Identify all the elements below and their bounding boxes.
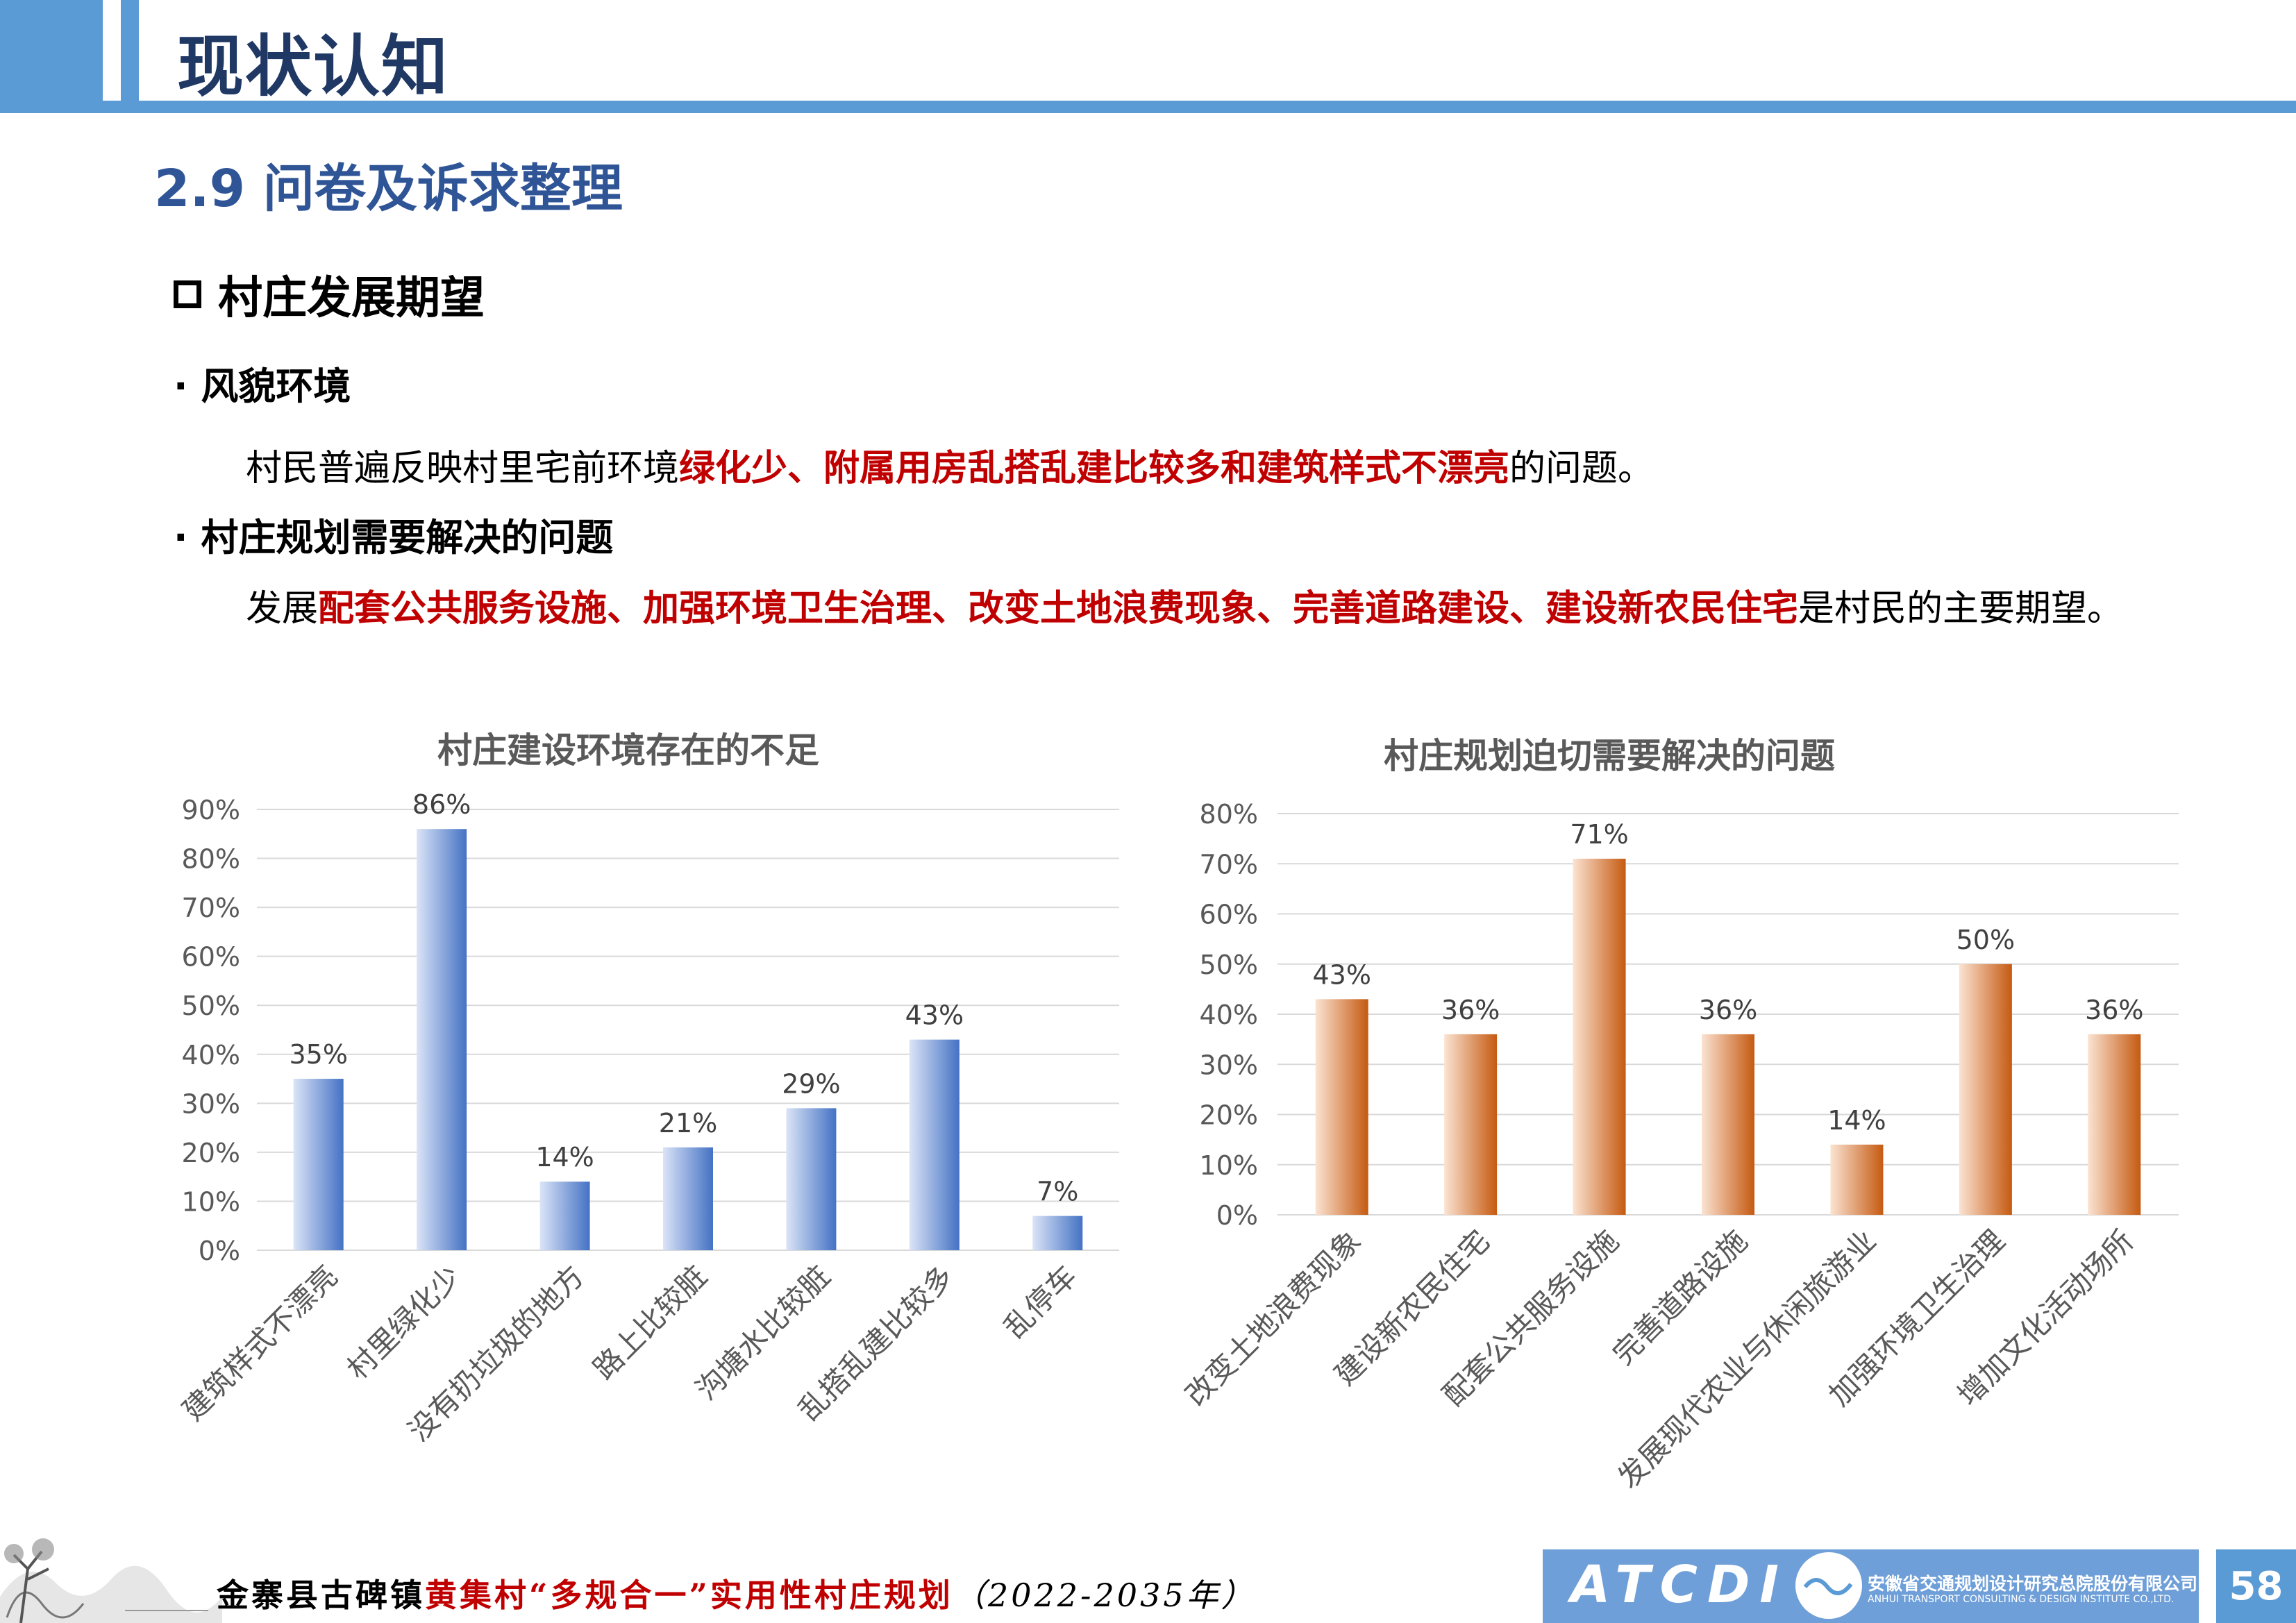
page-number: 58 (2216, 1549, 2296, 1623)
chart1-x-tick-label: 路上比较脏 (587, 1259, 714, 1386)
company-name-cn: 安徽省交通规划设计研究总院股份有限公司 (1868, 1574, 2198, 1594)
chart1-data-label: 29% (782, 1068, 840, 1099)
chart1-y-tick-label: 50% (182, 991, 240, 1021)
chart2-data-label: 36% (1699, 995, 1757, 1025)
chart1-data-label: 7% (1037, 1177, 1078, 1207)
chart1-data-label: 43% (905, 1000, 964, 1031)
page-title: 现状认知 (177, 28, 449, 106)
chart2-data-label: 14% (1827, 1105, 1886, 1136)
chart1-bar (663, 1147, 713, 1250)
chart1-y-tick-label: 80% (182, 844, 240, 875)
chart1-bar (293, 1079, 344, 1250)
chart1-y-tick-label: 40% (182, 1040, 240, 1070)
chart2-data-label: 36% (1441, 995, 1500, 1025)
chart1-y-tick-label: 90% (182, 795, 240, 825)
chart1-x-tick-label: 村里绿化少 (340, 1259, 467, 1386)
chart2-y-tick-label: 30% (1200, 1050, 1258, 1080)
checkbox-square-icon (174, 280, 201, 308)
header-accent-bar (121, 0, 139, 101)
paragraph-text: 村民普遍反映村里宅前环境 (246, 448, 680, 489)
chart2-bar (1830, 1144, 1884, 1215)
chart2-y-tick-label: 60% (1200, 900, 1258, 930)
bullet-label: 风貌环境 (201, 364, 351, 408)
section-title: 2.9 问卷及诉求整理 (154, 159, 623, 219)
company-logo-banner (1543, 1549, 2199, 1623)
footer-text-highlight: 黄集村“多规合一”实用性村庄规划 (425, 1576, 953, 1614)
chart2-y-tick-label: 10% (1200, 1150, 1258, 1181)
section-heading-label: 村庄发展期望 (218, 273, 485, 324)
chart2-data-label: 71% (1570, 819, 1628, 850)
chart1-bar (909, 1039, 960, 1250)
chart1-y-tick-label: 60% (182, 942, 240, 973)
chart1-y-tick-label: 70% (182, 893, 240, 923)
chart1-data-label: 86% (412, 789, 471, 820)
header-rule (0, 101, 2296, 113)
chart2-data-label: 36% (2085, 995, 2143, 1025)
footer-years: （2022-2035年） (953, 1576, 1256, 1614)
chart2-bar (1959, 964, 2012, 1215)
chart2-x-tick-label: 完善道路设施 (1606, 1223, 1754, 1371)
chart2-bar (1315, 999, 1368, 1215)
chart1-data-label: 35% (289, 1039, 347, 1070)
bullet-dot-icon: · (174, 516, 201, 560)
paragraph-text: 的问题。 (1509, 448, 1654, 489)
paragraph-text: 发展 (246, 588, 319, 630)
chart1-y-tick-label: 10% (182, 1186, 240, 1217)
chart1-bar (417, 829, 467, 1250)
chart2-y-tick-label: 40% (1200, 1000, 1258, 1030)
chart2-x-tick-label: 发展现代农业与休闲旅游业 (1611, 1223, 1882, 1495)
bullet-item-appearance: · 风貌环境 (174, 355, 351, 410)
chart1-bar (786, 1108, 837, 1250)
chart2-data-label: 43% (1312, 959, 1371, 990)
company-logo-text: ATCDI (1570, 1555, 1788, 1615)
paragraph-highlight: 配套公共服务设施、加强环境卫生治理、改变土地浪费现象、完善道路建设、建设新农民住… (318, 588, 1799, 630)
chart2-y-tick-label: 0% (1216, 1200, 1258, 1231)
footer-project-title: 金寨县古碑镇黄集村“多规合一”实用性村庄规划（2022-2035年） (217, 1570, 1256, 1616)
chart2-bar (2088, 1034, 2141, 1215)
bullet-item-planning: · 村庄规划需要解决的问题 (174, 507, 613, 562)
header-gap (103, 0, 121, 101)
chart2-y-tick-label: 70% (1200, 849, 1258, 880)
landscape-painting-image (0, 1538, 222, 1623)
company-emblem-icon (1795, 1552, 1862, 1619)
chart2-x-tick-label: 改变土地浪费现象 (1179, 1223, 1368, 1412)
chart2-bar (1444, 1034, 1498, 1215)
chart2-title: 村庄规划迫切需要解决的问题 (1384, 736, 1835, 776)
paragraph-highlight: 绿化少、附属用房乱搭乱建比较多和建筑样式不漂亮 (679, 448, 1510, 489)
chart2-y-tick-label: 20% (1200, 1100, 1258, 1131)
chart1-y-tick-label: 30% (182, 1088, 240, 1119)
chart2-bar (1573, 859, 1626, 1215)
header-accent-block (0, 0, 103, 101)
chart2-bar (1702, 1034, 1754, 1215)
paragraph-appearance: 村民普遍反映村里宅前环境绿化少、附属用房乱搭乱建比较多和建筑样式不漂亮的问题。 (246, 439, 1654, 491)
chart1-bar (539, 1181, 590, 1250)
chart1-data-label: 21% (659, 1108, 717, 1138)
chart1-bar (1032, 1216, 1083, 1250)
chart1-data-label: 14% (535, 1142, 594, 1172)
section-heading: 村庄发展期望 (174, 262, 485, 326)
chart2-data-label: 50% (1956, 925, 2015, 955)
chart1-x-tick-label: 乱停车 (998, 1259, 1084, 1345)
chart1-x-tick-label: 建筑样式不漂亮 (176, 1259, 344, 1427)
chart1-y-tick-label: 20% (182, 1138, 240, 1168)
chart2-y-tick-label: 80% (1200, 799, 1258, 830)
footer-text-pre: 金寨县古碑镇 (217, 1576, 425, 1614)
bullet-label: 村庄规划需要解决的问题 (201, 516, 614, 560)
chart2-y-tick-label: 50% (1200, 950, 1258, 980)
chart1-y-tick-label: 0% (199, 1236, 240, 1266)
paragraph-text: 是村民的主要期望。 (1798, 588, 2124, 630)
bullet-dot-icon: · (174, 364, 201, 408)
paragraph-planning: 发展配套公共服务设施、加强环境卫生治理、改变土地浪费现象、完善道路建设、建设新农… (246, 579, 2123, 631)
chart1-title: 村庄建设环境存在的不足 (437, 730, 819, 771)
company-name-en: ANHUI TRANSPORT CONSULTING & DESIGN INST… (1868, 1594, 2175, 1605)
